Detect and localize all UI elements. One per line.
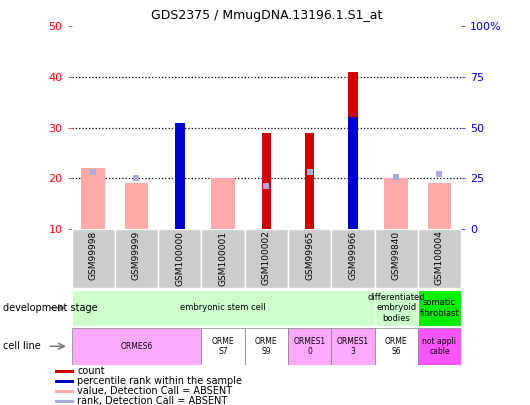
Bar (175, 122, 184, 229)
Text: GSM100002: GSM100002 (262, 230, 271, 286)
Bar (72, 328, 201, 364)
Text: ORME
S6: ORME S6 (385, 337, 408, 356)
Text: GSM100004: GSM100004 (435, 230, 444, 286)
Text: ORMES1
0: ORMES1 0 (294, 337, 325, 356)
Text: ORME
S9: ORME S9 (255, 337, 278, 356)
Text: GSM100000: GSM100000 (175, 230, 184, 286)
Bar (331, 229, 375, 288)
Text: count: count (77, 366, 105, 376)
Bar (115, 229, 158, 288)
Text: ORMES1
3: ORMES1 3 (337, 337, 369, 356)
Bar (375, 290, 418, 326)
Bar (211, 178, 235, 229)
Text: percentile rank within the sample: percentile rank within the sample (77, 376, 243, 386)
Text: somatic
fibroblast: somatic fibroblast (420, 298, 460, 318)
Bar (245, 229, 288, 288)
Bar (375, 328, 418, 364)
Bar (55, 400, 74, 403)
Bar (384, 178, 408, 229)
Text: GSM100001: GSM100001 (218, 230, 227, 286)
Bar (331, 328, 375, 364)
Bar (55, 390, 74, 393)
Text: GSM99840: GSM99840 (392, 230, 401, 280)
Text: value, Detection Call = ABSENT: value, Detection Call = ABSENT (77, 386, 233, 396)
Bar (245, 328, 288, 364)
Text: ORME
S7: ORME S7 (211, 337, 234, 356)
Text: GSM99965: GSM99965 (305, 230, 314, 280)
Bar (175, 128, 184, 229)
Bar (375, 229, 418, 288)
Bar (125, 183, 148, 229)
Title: GDS2375 / MmugDNA.13196.1.S1_at: GDS2375 / MmugDNA.13196.1.S1_at (151, 9, 382, 22)
Bar (262, 133, 271, 229)
Bar (158, 229, 201, 288)
Bar (305, 133, 314, 229)
Bar (81, 168, 105, 229)
Text: embryonic stem cell: embryonic stem cell (180, 303, 266, 312)
Text: GSM99999: GSM99999 (132, 230, 141, 280)
Text: differentiated
embryoid
bodies: differentiated embryoid bodies (367, 293, 425, 323)
Bar (72, 229, 115, 288)
Bar (348, 117, 358, 229)
Text: ORMES6: ORMES6 (120, 342, 153, 351)
Text: rank, Detection Call = ABSENT: rank, Detection Call = ABSENT (77, 396, 228, 405)
Text: cell line: cell line (3, 341, 40, 351)
Bar (201, 229, 245, 288)
Text: GSM99998: GSM99998 (89, 230, 98, 280)
Bar (72, 290, 375, 326)
Bar (55, 370, 74, 373)
Bar (201, 328, 245, 364)
Bar (418, 290, 461, 326)
Bar (55, 379, 74, 383)
Bar (288, 328, 331, 364)
Bar (418, 328, 461, 364)
Text: GSM99966: GSM99966 (348, 230, 357, 280)
Text: development stage: development stage (3, 303, 98, 313)
Bar (288, 229, 331, 288)
Text: not appli
cable: not appli cable (422, 337, 456, 356)
Bar (348, 72, 358, 229)
Bar (418, 229, 461, 288)
Bar (428, 183, 452, 229)
